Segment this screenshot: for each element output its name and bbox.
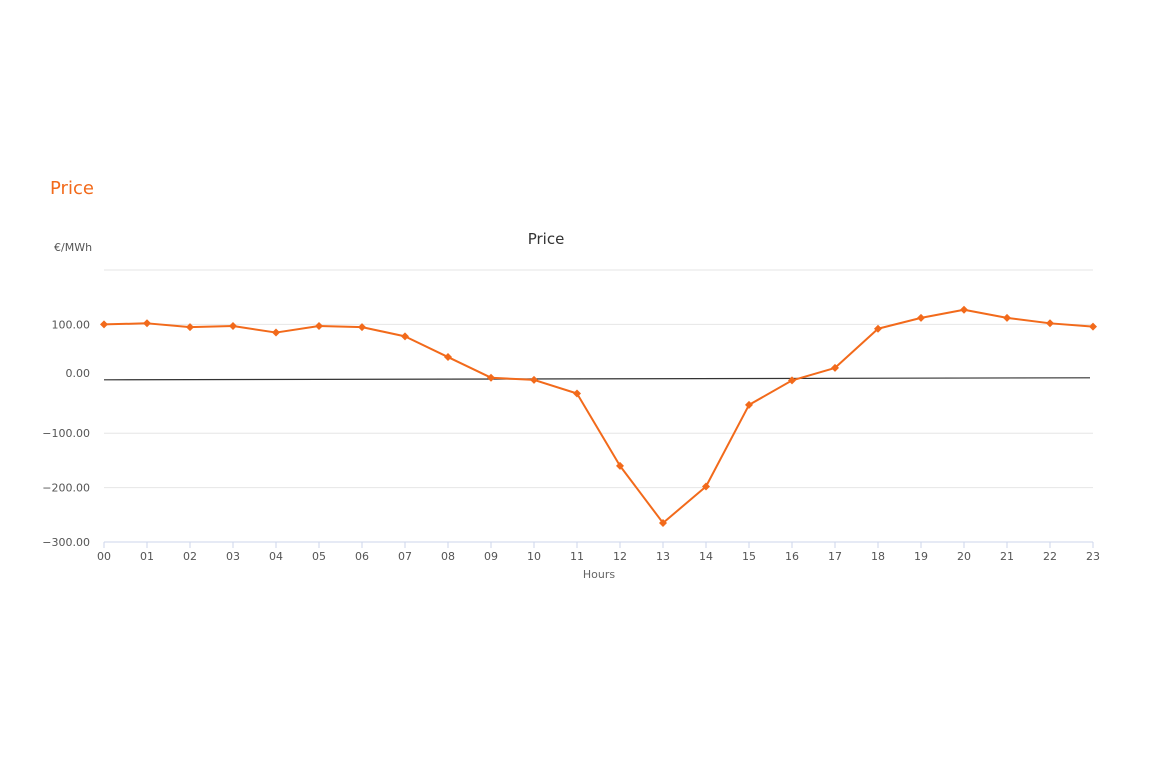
y-tick-label: −100.00 xyxy=(42,427,90,440)
x-tick-label: 16 xyxy=(785,550,799,563)
x-tick-label: 17 xyxy=(828,550,842,563)
x-axis: 00 01 02 03 04 05 06 07 08 09 10 11 12 13 14 15 16 17 18 19… xyxy=(97,541,1100,563)
data-point[interactable] xyxy=(702,482,710,491)
price-series xyxy=(100,305,1097,527)
data-point[interactable] xyxy=(315,322,323,331)
x-tick-label: 23 xyxy=(1086,550,1100,563)
data-point[interactable] xyxy=(917,313,925,322)
x-tick-label: 06 xyxy=(355,550,369,563)
data-point[interactable] xyxy=(573,389,581,398)
data-point[interactable] xyxy=(960,305,968,314)
y-tick-label: −300.00 xyxy=(42,536,90,549)
data-point[interactable] xyxy=(401,332,409,341)
data-point[interactable] xyxy=(487,373,495,382)
x-tick-label: 19 xyxy=(914,550,928,563)
x-tick-label: 08 xyxy=(441,550,455,563)
x-tick-label: 20 xyxy=(957,550,971,563)
x-tick-label: 18 xyxy=(871,550,885,563)
data-point[interactable] xyxy=(229,322,237,331)
y-axis-ticks: −300.00 −200.00 −100.00 0.00 100.00 xyxy=(42,318,90,549)
x-tick-label: 04 xyxy=(269,550,283,563)
x-tick-label: 07 xyxy=(398,550,412,563)
data-point[interactable] xyxy=(616,461,624,470)
data-point[interactable] xyxy=(358,323,366,332)
y-axis-unit: €/MWh xyxy=(54,241,92,254)
x-tick-label: 03 xyxy=(226,550,240,563)
data-point[interactable] xyxy=(745,400,753,409)
data-point[interactable] xyxy=(530,375,538,384)
series-line xyxy=(103,308,1094,524)
x-tick-label: 02 xyxy=(183,550,197,563)
grid-lines xyxy=(103,269,1093,489)
data-point[interactable] xyxy=(831,363,839,372)
x-tick-label: 15 xyxy=(742,550,756,563)
data-point[interactable] xyxy=(1003,313,1011,322)
data-point[interactable] xyxy=(788,376,796,385)
data-point[interactable] xyxy=(659,518,667,527)
x-tick-label: 21 xyxy=(1000,550,1014,563)
data-point[interactable] xyxy=(874,324,882,333)
zero-line xyxy=(103,377,1091,381)
x-tick-label: 01 xyxy=(140,550,154,563)
x-tick-label: 09 xyxy=(484,550,498,563)
chart-title: Price xyxy=(528,230,565,248)
data-point[interactable] xyxy=(143,319,151,328)
data-point[interactable] xyxy=(1046,319,1054,328)
x-tick-label: 22 xyxy=(1043,550,1057,563)
data-point[interactable] xyxy=(272,328,280,337)
x-tick-label: 11 xyxy=(570,550,584,563)
data-point[interactable] xyxy=(444,353,452,362)
x-tick-label: 14 xyxy=(699,550,713,563)
x-tick-label: 10 xyxy=(527,550,541,563)
x-tick-label: 00 xyxy=(97,550,111,563)
section-title: Price xyxy=(50,178,94,199)
x-tick-label: 13 xyxy=(656,550,670,563)
x-tick-label: 12 xyxy=(613,550,627,563)
y-tick-label: 0.00 xyxy=(66,367,91,380)
x-axis-title: Hours xyxy=(583,568,615,581)
x-tick-label: 05 xyxy=(312,550,326,563)
y-tick-label: −200.00 xyxy=(42,482,90,495)
data-point[interactable] xyxy=(100,320,108,329)
data-point[interactable] xyxy=(186,323,194,332)
y-tick-label: 100.00 xyxy=(52,318,91,331)
data-point[interactable] xyxy=(1089,322,1097,331)
